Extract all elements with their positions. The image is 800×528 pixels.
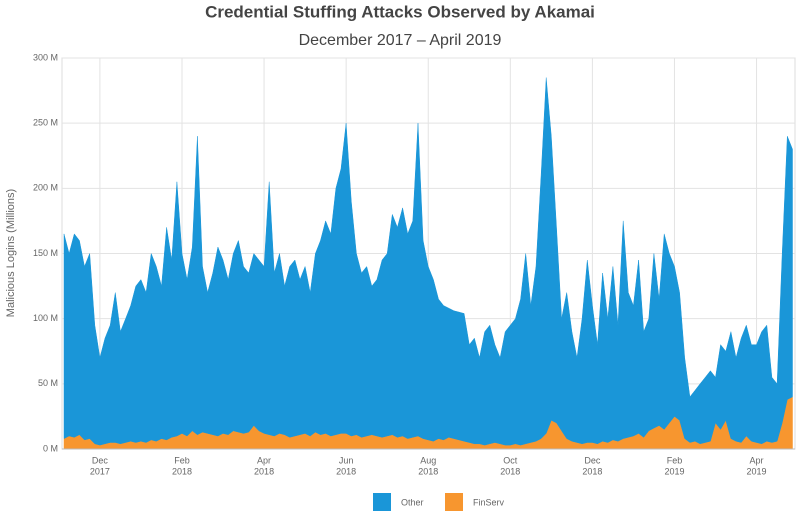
- y-tick-label: 250 M: [33, 118, 58, 128]
- y-tick-label: 200 M: [33, 183, 58, 193]
- x-tick-label: Oct: [503, 455, 518, 465]
- x-tick-label: Feb: [174, 455, 190, 465]
- x-tick-label: Apr: [750, 455, 764, 465]
- chart-title: Credential Stuffing Attacks Observed by …: [205, 2, 595, 21]
- y-tick-label: 0 M: [43, 443, 58, 453]
- legend-item: FinServ: [445, 493, 505, 511]
- y-tick-label: 100 M: [33, 313, 58, 323]
- legend-swatch: [373, 493, 391, 511]
- x-tick-label: 2017: [90, 466, 110, 476]
- y-axis-label: Malicious Logins (Millions): [5, 189, 17, 317]
- x-tick-label: 2019: [747, 466, 767, 476]
- y-tick-label: 50 M: [38, 378, 58, 388]
- x-tick-label: 2018: [582, 466, 602, 476]
- legend-label: FinServ: [473, 497, 505, 507]
- x-tick-label: Dec: [92, 455, 109, 465]
- x-tick-label: Aug: [420, 455, 436, 465]
- x-tick-label: Jun: [339, 455, 354, 465]
- x-tick-label: Feb: [667, 455, 683, 465]
- x-tick-label: Apr: [257, 455, 271, 465]
- x-tick-label: 2019: [664, 466, 684, 476]
- x-tick-label: 2018: [500, 466, 520, 476]
- legend-swatch: [445, 493, 463, 511]
- legend-item: Other: [373, 493, 424, 511]
- x-tick-label: 2018: [336, 466, 356, 476]
- y-tick-label: 300 M: [33, 52, 58, 62]
- x-tick-label: Dec: [584, 455, 601, 465]
- y-tick-label: 150 M: [33, 248, 58, 258]
- legend-label: Other: [401, 497, 424, 507]
- chart-subtitle: December 2017 – April 2019: [299, 32, 502, 49]
- x-tick-label: 2018: [418, 466, 438, 476]
- x-tick-label: 2018: [172, 466, 192, 476]
- x-tick-label: 2018: [254, 466, 274, 476]
- area: [63, 77, 793, 446]
